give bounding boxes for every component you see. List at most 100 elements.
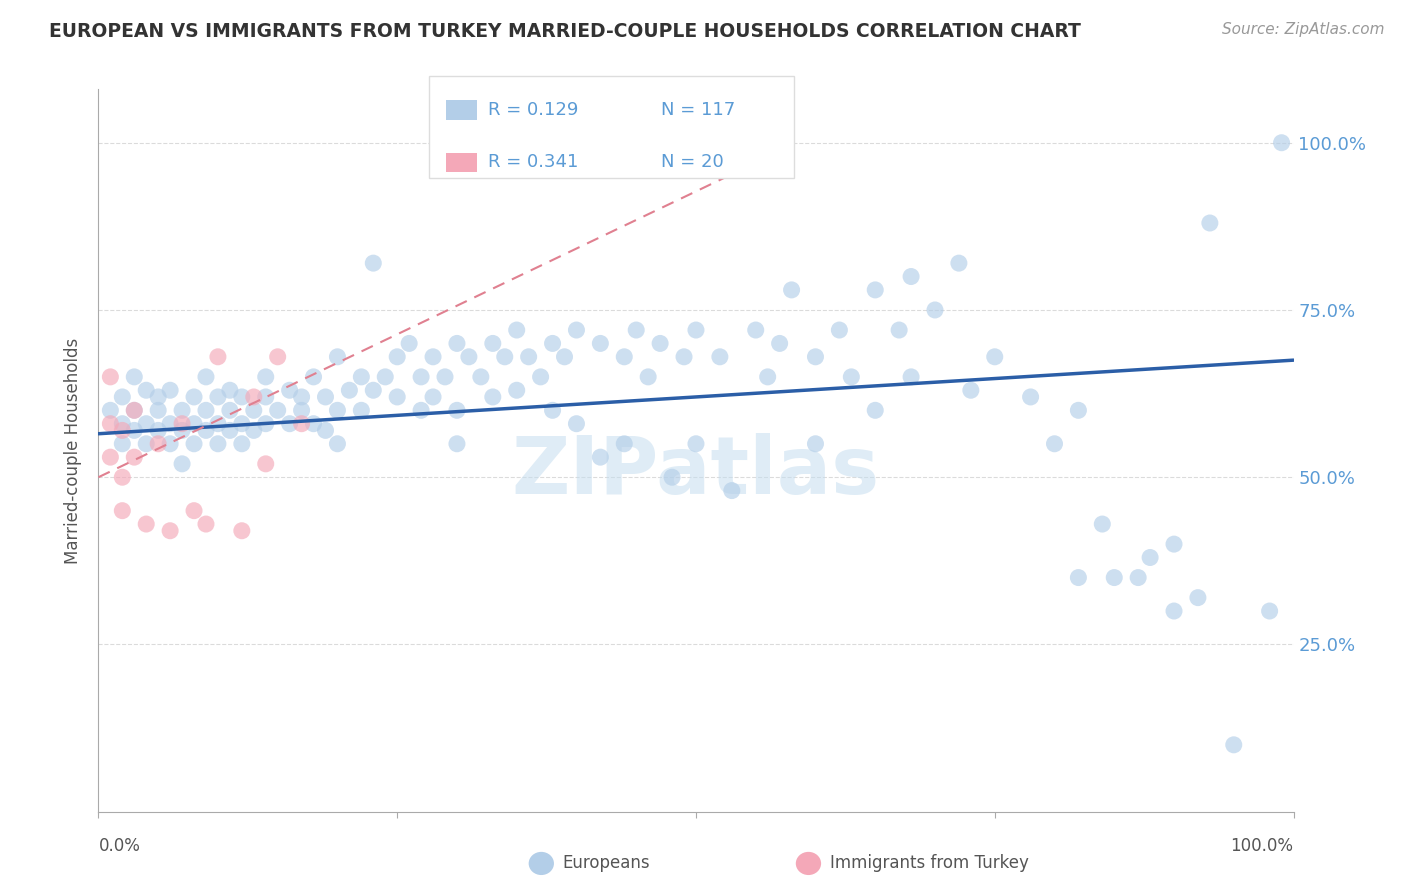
Point	[470, 369, 492, 384]
Point	[124, 403, 146, 417]
Point	[254, 457, 277, 471]
Point	[243, 390, 266, 404]
Point	[1139, 550, 1161, 565]
Point	[481, 390, 505, 404]
Point	[984, 350, 1007, 364]
Point	[148, 436, 170, 450]
Point	[494, 350, 516, 364]
Point	[446, 436, 468, 450]
Point	[589, 336, 612, 351]
Point	[302, 417, 325, 431]
Point	[278, 384, 301, 398]
Point	[661, 470, 683, 484]
Point	[517, 350, 540, 364]
Point	[98, 417, 122, 431]
Point	[231, 417, 253, 431]
Point	[267, 350, 290, 364]
Point	[278, 417, 301, 431]
Point	[172, 403, 194, 417]
Point	[111, 470, 134, 484]
Point	[398, 336, 420, 351]
Point	[434, 369, 457, 384]
Point	[506, 384, 529, 398]
Text: N = 117: N = 117	[661, 101, 735, 119]
Text: Source: ZipAtlas.com: Source: ZipAtlas.com	[1222, 22, 1385, 37]
Point	[685, 323, 707, 337]
Point	[554, 350, 576, 364]
Point	[219, 384, 242, 398]
Point	[148, 403, 170, 417]
Point	[1091, 517, 1114, 532]
Text: 100.0%: 100.0%	[1230, 838, 1294, 855]
Point	[135, 384, 157, 398]
Point	[254, 417, 277, 431]
Point	[111, 424, 134, 438]
Point	[231, 436, 253, 450]
Point	[302, 369, 325, 384]
Point	[207, 390, 229, 404]
Point	[411, 369, 433, 384]
Point	[1258, 604, 1281, 618]
Text: N = 20: N = 20	[661, 153, 724, 171]
Point	[195, 517, 218, 532]
Point	[613, 350, 636, 364]
Point	[1067, 571, 1090, 585]
Text: 0.0%: 0.0%	[98, 838, 141, 855]
Point	[626, 323, 648, 337]
Point	[183, 417, 205, 431]
Point	[363, 384, 385, 398]
Point	[1067, 403, 1090, 417]
Text: EUROPEAN VS IMMIGRANTS FROM TURKEY MARRIED-COUPLE HOUSEHOLDS CORRELATION CHART: EUROPEAN VS IMMIGRANTS FROM TURKEY MARRI…	[49, 22, 1081, 41]
Point	[124, 424, 146, 438]
Point	[673, 350, 696, 364]
Point	[243, 424, 266, 438]
Point	[267, 403, 290, 417]
Point	[530, 369, 553, 384]
Point	[541, 336, 564, 351]
Point	[865, 283, 887, 297]
Point	[385, 350, 409, 364]
Point	[374, 369, 396, 384]
Point	[148, 424, 170, 438]
Point	[541, 403, 564, 417]
Point	[458, 350, 481, 364]
Point	[172, 417, 194, 431]
Point	[780, 283, 803, 297]
Point	[1043, 436, 1066, 450]
Point	[159, 384, 181, 398]
Point	[709, 350, 731, 364]
Point	[756, 369, 779, 384]
Point	[315, 390, 337, 404]
Text: Europeans: Europeans	[562, 855, 650, 872]
Point	[326, 350, 349, 364]
Point	[135, 417, 157, 431]
Point	[1223, 738, 1246, 752]
Point	[195, 424, 218, 438]
Point	[960, 384, 983, 398]
Point	[828, 323, 851, 337]
Point	[183, 436, 205, 450]
Text: R = 0.341: R = 0.341	[488, 153, 578, 171]
Point	[385, 390, 409, 404]
Point	[924, 303, 946, 318]
Point	[841, 369, 863, 384]
Point	[183, 390, 205, 404]
Point	[111, 390, 134, 404]
Point	[948, 256, 970, 270]
Point	[565, 323, 588, 337]
Point	[219, 403, 242, 417]
Point	[565, 417, 588, 431]
Point	[159, 417, 181, 431]
Point	[889, 323, 911, 337]
Point	[291, 390, 314, 404]
Point	[804, 350, 827, 364]
Point	[363, 256, 385, 270]
Point	[243, 403, 266, 417]
Point	[613, 436, 636, 450]
Point	[254, 369, 277, 384]
Point	[195, 403, 218, 417]
Point	[315, 424, 337, 438]
Point	[804, 436, 827, 450]
Point	[135, 436, 157, 450]
Point	[446, 336, 468, 351]
